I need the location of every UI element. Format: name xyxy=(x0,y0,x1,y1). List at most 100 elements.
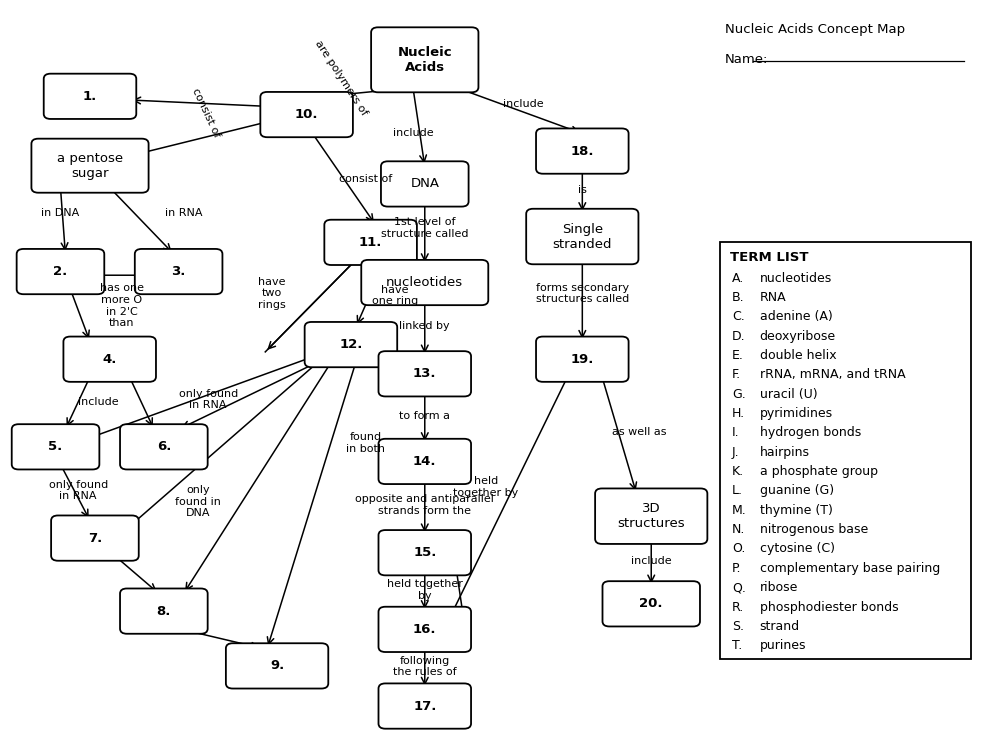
Text: only found
in RNA: only found in RNA xyxy=(178,388,238,410)
Text: M.: M. xyxy=(732,504,747,517)
Text: nucleotides: nucleotides xyxy=(759,271,831,284)
FancyBboxPatch shape xyxy=(381,161,469,207)
Text: N.: N. xyxy=(732,523,745,536)
Text: in DNA: in DNA xyxy=(42,208,79,218)
FancyBboxPatch shape xyxy=(720,243,971,658)
Text: include: include xyxy=(392,128,433,138)
FancyBboxPatch shape xyxy=(63,336,156,382)
Text: R.: R. xyxy=(732,600,744,614)
FancyBboxPatch shape xyxy=(379,351,471,397)
FancyBboxPatch shape xyxy=(371,27,479,92)
Text: have
two
rings: have two rings xyxy=(259,277,286,310)
Text: include: include xyxy=(77,397,118,407)
Text: to form a: to form a xyxy=(399,411,450,421)
Text: O.: O. xyxy=(732,542,745,556)
Text: Name:: Name: xyxy=(725,53,768,65)
FancyBboxPatch shape xyxy=(379,530,471,575)
FancyBboxPatch shape xyxy=(304,322,397,367)
Text: strand: strand xyxy=(759,620,800,633)
Text: have
one ring: have one ring xyxy=(372,285,418,306)
Text: Nucleic Acids Concept Map: Nucleic Acids Concept Map xyxy=(725,23,905,37)
Text: 16.: 16. xyxy=(413,623,436,636)
FancyBboxPatch shape xyxy=(379,607,471,652)
Text: I.: I. xyxy=(732,427,739,439)
Text: A.: A. xyxy=(732,271,744,284)
FancyBboxPatch shape xyxy=(120,589,208,634)
Text: nitrogenous base: nitrogenous base xyxy=(759,523,868,536)
FancyBboxPatch shape xyxy=(44,74,137,119)
FancyBboxPatch shape xyxy=(17,249,104,294)
Text: complementary base pairing: complementary base pairing xyxy=(759,561,939,575)
Text: TERM LIST: TERM LIST xyxy=(730,251,809,264)
FancyBboxPatch shape xyxy=(536,336,628,382)
Text: cytosine (C): cytosine (C) xyxy=(759,542,834,556)
Text: Q.: Q. xyxy=(732,581,746,594)
FancyBboxPatch shape xyxy=(12,424,99,469)
Text: T.: T. xyxy=(732,639,742,652)
Text: S.: S. xyxy=(732,620,744,633)
FancyBboxPatch shape xyxy=(32,139,149,193)
Text: 3D
structures: 3D structures xyxy=(617,502,685,530)
Text: forms secondary
structures called: forms secondary structures called xyxy=(536,283,629,304)
Text: 8.: 8. xyxy=(157,605,171,618)
Text: a phosphate group: a phosphate group xyxy=(759,465,878,478)
Text: are polymers of: are polymers of xyxy=(313,39,369,117)
Text: is: is xyxy=(578,185,587,195)
Text: Single
stranded: Single stranded xyxy=(553,223,612,251)
FancyBboxPatch shape xyxy=(226,644,328,688)
Text: L.: L. xyxy=(732,485,743,498)
Text: deoxyribose: deoxyribose xyxy=(759,330,835,342)
Text: K.: K. xyxy=(732,465,744,478)
Text: 1st level of
structure called: 1st level of structure called xyxy=(381,217,469,238)
Text: DNA: DNA xyxy=(410,177,439,191)
FancyBboxPatch shape xyxy=(261,92,353,137)
Text: 1.: 1. xyxy=(83,90,97,103)
Text: 10.: 10. xyxy=(295,108,318,121)
Text: has one
more O
in 2'C
than: has one more O in 2'C than xyxy=(99,284,144,328)
FancyBboxPatch shape xyxy=(362,260,489,305)
Text: nucleotides: nucleotides xyxy=(386,276,464,289)
Text: rRNA, mRNA, and tRNA: rRNA, mRNA, and tRNA xyxy=(759,368,905,381)
Text: as well as: as well as xyxy=(612,427,667,437)
Text: 3.: 3. xyxy=(171,265,185,278)
Text: 6.: 6. xyxy=(157,441,171,453)
Text: consist of: consist of xyxy=(190,86,222,139)
Text: 4.: 4. xyxy=(102,353,117,366)
Text: 17.: 17. xyxy=(413,699,436,712)
Text: pyrimidines: pyrimidines xyxy=(759,407,832,420)
Text: include: include xyxy=(502,99,543,108)
Text: C.: C. xyxy=(732,310,744,323)
FancyBboxPatch shape xyxy=(324,220,417,265)
FancyBboxPatch shape xyxy=(379,439,471,484)
Text: thymine (T): thymine (T) xyxy=(759,504,832,517)
Text: hairpins: hairpins xyxy=(759,446,810,459)
Text: uracil (U): uracil (U) xyxy=(759,388,818,401)
Text: J.: J. xyxy=(732,446,739,459)
Text: E.: E. xyxy=(732,349,744,362)
Text: consist of: consist of xyxy=(339,174,392,184)
Text: held together
by: held together by xyxy=(386,579,463,601)
Text: F.: F. xyxy=(732,368,741,381)
Text: 14.: 14. xyxy=(413,455,436,468)
FancyBboxPatch shape xyxy=(603,581,700,627)
FancyBboxPatch shape xyxy=(135,249,222,294)
Text: 9.: 9. xyxy=(270,660,284,672)
Text: only
found in
DNA: only found in DNA xyxy=(175,485,221,518)
FancyBboxPatch shape xyxy=(379,683,471,729)
Text: double helix: double helix xyxy=(759,349,836,362)
Text: hydrogen bonds: hydrogen bonds xyxy=(759,427,861,439)
Text: a pentose
sugar: a pentose sugar xyxy=(56,152,123,180)
Text: held
together by: held together by xyxy=(453,476,518,498)
Text: G.: G. xyxy=(732,388,745,401)
Text: Nucleic
Acids: Nucleic Acids xyxy=(397,45,452,74)
FancyBboxPatch shape xyxy=(52,515,139,561)
Text: opposite and antiparallel
strands form the: opposite and antiparallel strands form t… xyxy=(356,495,495,516)
Text: 12.: 12. xyxy=(339,338,363,351)
Text: purines: purines xyxy=(759,639,806,652)
FancyBboxPatch shape xyxy=(596,488,708,544)
Text: 15.: 15. xyxy=(413,546,436,559)
Text: P.: P. xyxy=(732,561,741,575)
FancyBboxPatch shape xyxy=(120,424,208,469)
Text: B.: B. xyxy=(732,291,744,304)
Text: in RNA: in RNA xyxy=(165,208,202,218)
